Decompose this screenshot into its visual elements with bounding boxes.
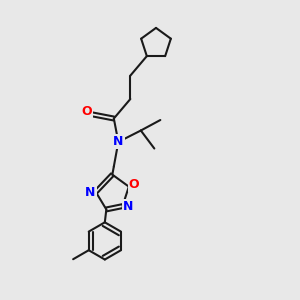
- Text: N: N: [113, 135, 124, 148]
- Text: O: O: [82, 105, 92, 118]
- Text: O: O: [129, 178, 139, 191]
- Text: N: N: [85, 185, 96, 199]
- Text: N: N: [123, 200, 133, 213]
